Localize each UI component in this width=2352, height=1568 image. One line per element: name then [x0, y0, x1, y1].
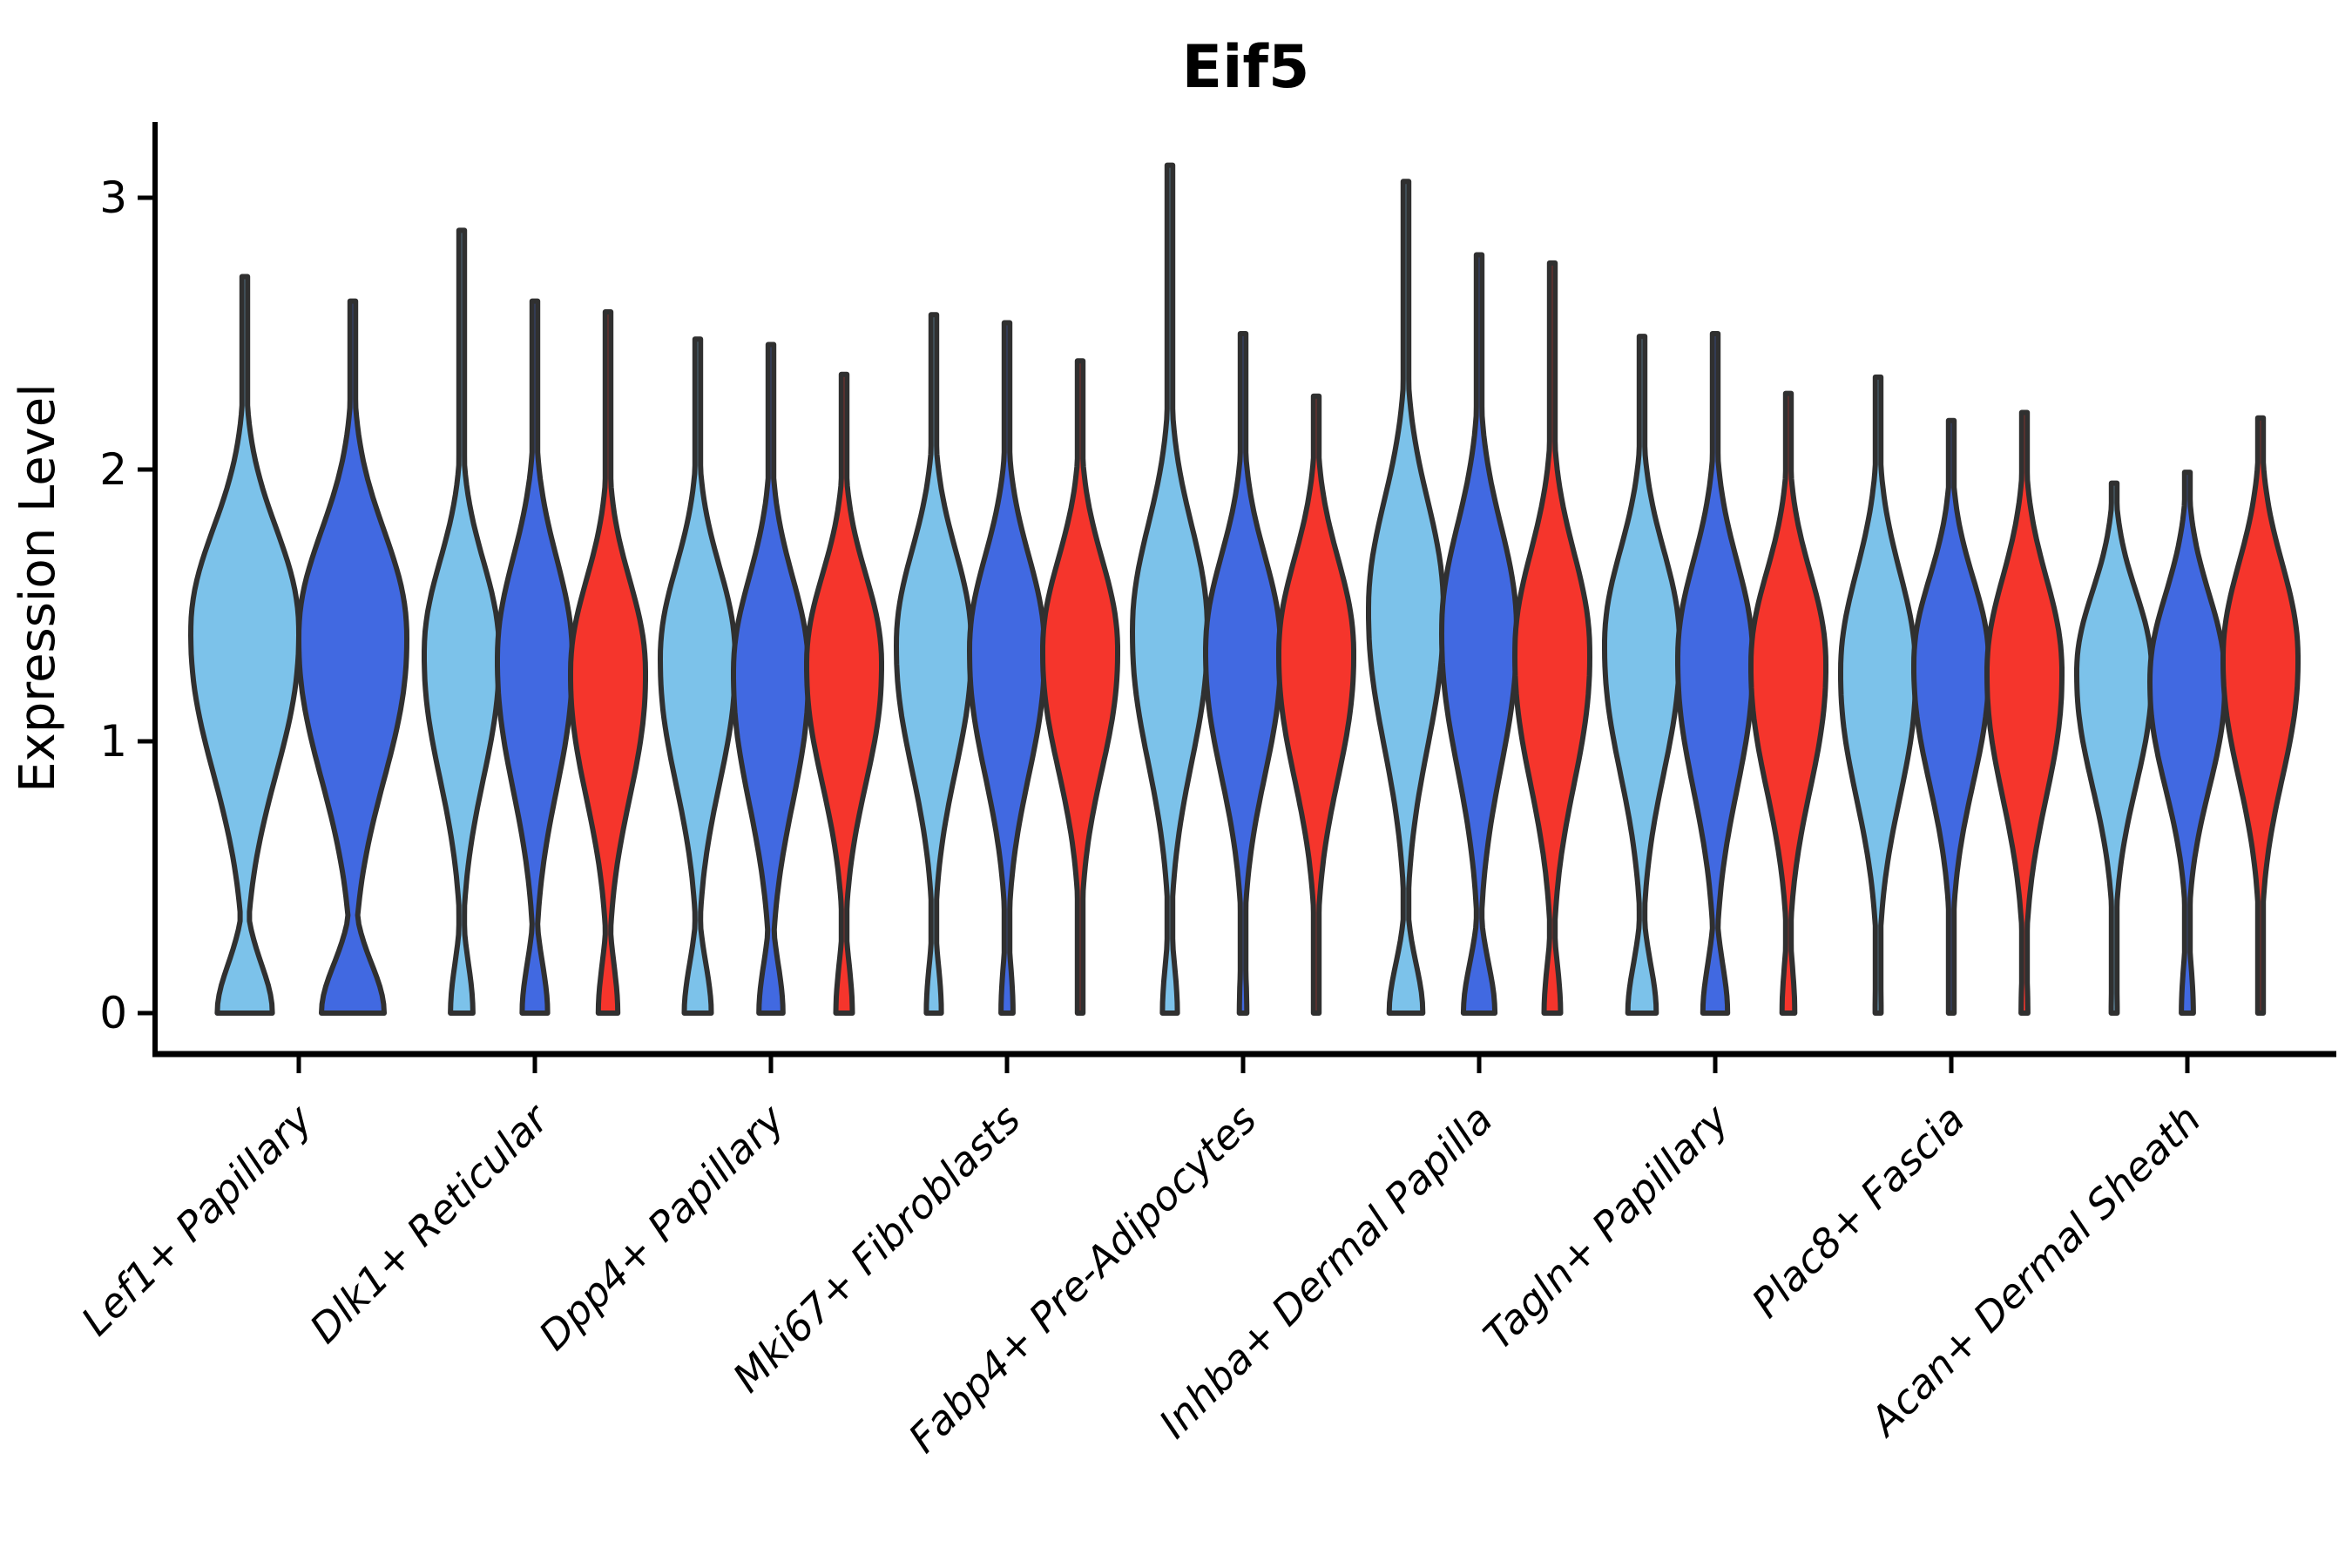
violin-dpp4-skyblue	[658, 336, 738, 1016]
y-tick-label: 2	[99, 444, 127, 495]
violin-plac8-royalblue	[1911, 417, 1991, 1016]
x-tick-label: Lef1+ Papillary	[72, 1095, 321, 1344]
violin-mki67-royalblue	[967, 320, 1047, 1016]
violin-acan-skyblue	[2074, 480, 2154, 1016]
violin-plac8-red	[1984, 409, 2065, 1016]
violin-lef1-royalblue	[296, 298, 409, 1016]
ticks-layer: 0 1 2 3	[99, 172, 2190, 1073]
violin-tagln-red	[1748, 390, 1828, 1016]
x-tick-label: Dpp4+ Papillary	[530, 1095, 794, 1359]
violin-mki67-red	[1040, 358, 1120, 1016]
x-tick-label: Dlk1+ Reticular	[301, 1093, 559, 1352]
violin-dpp4-royalblue	[731, 341, 811, 1016]
violin-acan-royalblue	[2147, 470, 2227, 1016]
y-axis-label: Expression Level	[10, 383, 66, 793]
violin-acan-red	[2220, 415, 2301, 1016]
violin-dpp4-red	[804, 371, 884, 1016]
violin-inhba-skyblue	[1366, 179, 1446, 1016]
violins-layer	[188, 162, 2301, 1016]
x-tick-label: Plac8+ Fascia	[1742, 1096, 1973, 1327]
violin-plac8-skyblue	[1838, 374, 1918, 1016]
chart-title: Eif5	[1182, 33, 1310, 102]
violin-tagln-skyblue	[1602, 334, 1682, 1016]
y-tick-label: 0	[99, 988, 127, 1038]
violin-dlk1-royalblue	[495, 298, 575, 1016]
violin-lef1-skyblue	[188, 274, 301, 1016]
violin-fabp4-red	[1276, 393, 1356, 1016]
x-tick-label: Tagln+ Papillary	[1474, 1095, 1738, 1359]
y-tick-label: 3	[99, 172, 127, 223]
violin-dlk1-skyblue	[422, 227, 502, 1016]
y-tick-label: 1	[99, 716, 127, 767]
violin-fabp4-skyblue	[1130, 162, 1210, 1016]
violin-inhba-royalblue	[1439, 252, 1519, 1016]
violin-dlk1-red	[568, 309, 648, 1016]
violin-fabp4-royalblue	[1203, 331, 1283, 1016]
violin-tagln-royalblue	[1675, 331, 1755, 1016]
violin-inhba-red	[1512, 260, 1592, 1016]
violin-mki67-skyblue	[894, 312, 974, 1016]
